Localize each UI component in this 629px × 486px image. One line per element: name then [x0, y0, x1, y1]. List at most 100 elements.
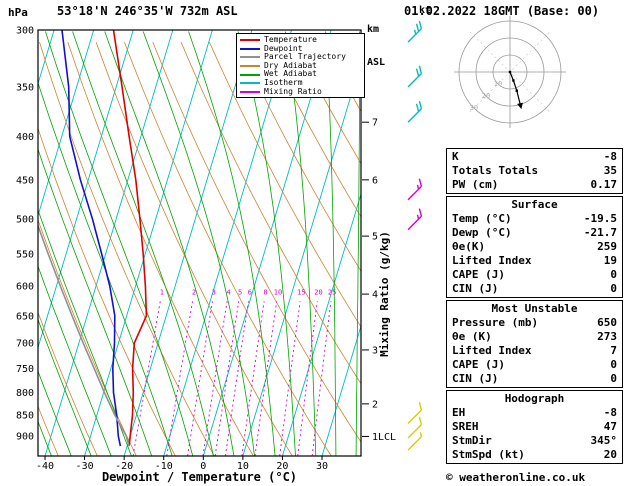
stats-row: EH -8 [452, 406, 617, 420]
stats-row: θe (K) 273 [452, 330, 617, 344]
stats-label: CIN (J) [452, 282, 499, 295]
svg-text:1LCL: 1LCL [372, 432, 396, 443]
svg-text:5: 5 [238, 288, 242, 296]
wind-barb [407, 402, 423, 424]
hodograph-ring-labels: 10 20 30 [470, 80, 503, 112]
svg-text:20: 20 [314, 288, 322, 296]
wind-barb [407, 208, 423, 231]
stats-label: θe(K) [452, 240, 486, 253]
stats-row: CIN (J) 0 [452, 372, 617, 386]
stats-label: SREH [452, 420, 479, 433]
stats-section-indices: K -8 Totals Totals 35 PW (cm) 0.17 [446, 148, 623, 194]
stats-row: CAPE (J) 0 [452, 358, 617, 372]
stats-row: PW (cm) 0.17 [452, 178, 617, 192]
stats-label: θe (K) [452, 330, 492, 343]
hodograph-arrow [517, 102, 523, 110]
legend-line-swatch [240, 56, 260, 59]
svg-text:550: 550 [16, 250, 34, 261]
stats-value: 0 [610, 372, 617, 385]
svg-text:30: 30 [316, 461, 328, 472]
legend-line-swatch [240, 47, 260, 50]
svg-text:10: 10 [237, 461, 249, 472]
temperature-curve [112, 30, 148, 447]
stats-row: Dewp (°C) -21.7 [452, 226, 617, 240]
legend-label: Temperature [264, 35, 317, 44]
stats-value: 259 [597, 240, 617, 253]
wet-adiabat-lines [38, 31, 361, 456]
svg-text:-30: -30 [76, 461, 94, 472]
legend-line-swatch [240, 65, 260, 68]
hodograph-point [508, 70, 512, 74]
stats-row: CIN (J) 0 [452, 282, 617, 296]
svg-text:650: 650 [16, 311, 34, 322]
svg-text:850: 850 [16, 410, 34, 421]
svg-text:800: 800 [16, 388, 34, 399]
wind-barb [407, 20, 423, 43]
stats-label: Totals Totals [452, 164, 539, 177]
legend-label: Isotherm [264, 77, 303, 87]
stats-row: CAPE (J) 0 [452, 268, 617, 282]
svg-text:25: 25 [328, 288, 336, 296]
stats-row: Lifted Index 19 [452, 254, 617, 268]
temp-ticks [44, 456, 323, 460]
stats-label: Lifted Index [452, 254, 532, 267]
x-axis-label: Dewpoint / Temperature (°C) [101, 470, 298, 484]
stats-value: 7 [610, 344, 617, 357]
svg-text:450: 450 [16, 175, 34, 186]
stats-label: Lifted Index [452, 344, 532, 357]
wind-barb [407, 100, 423, 123]
stats-value: 19 [603, 254, 617, 267]
svg-text:350: 350 [16, 83, 34, 94]
stats-section-most-unstable: Most Unstable Pressure (mb) 650 θe (K) 273 Li… [446, 300, 623, 388]
svg-text:300: 300 [16, 26, 34, 37]
stats-section-hodograph: Hodograph EH -8 SREH 47 StmDir 345° StmSpd (kt)… [446, 390, 623, 464]
hodograph-chart: 10 20 30 [454, 16, 566, 128]
svg-text:600: 600 [16, 282, 34, 293]
stats-row: Totals Totals 35 [452, 164, 617, 178]
svg-text:400: 400 [16, 132, 34, 143]
legend-line-swatch [240, 82, 260, 85]
isotherm-lines [38, 30, 361, 456]
mixing-ratio-labels: 1 2 3 4 5 6 8 10 15 20 25 [160, 288, 337, 296]
svg-text:10: 10 [494, 80, 502, 88]
dry-adiabat-lines [38, 41, 361, 456]
svg-text:500: 500 [16, 214, 34, 225]
svg-text:3: 3 [212, 288, 216, 296]
pressure-tick-labels: 300 350 400 450 500 550 600 650 700 750 800 850 900 [16, 26, 34, 443]
stats-value: 0 [610, 282, 617, 295]
wind-barb [407, 432, 423, 451]
stats-value: -19.5 [583, 212, 617, 225]
svg-text:5: 5 [372, 232, 378, 243]
hodograph-point [515, 89, 518, 92]
stats-label: CAPE (J) [452, 268, 505, 281]
svg-text:900: 900 [16, 432, 34, 443]
stats-label: CAPE (J) [452, 358, 505, 371]
svg-text:4: 4 [226, 288, 230, 296]
stats-label: PW (cm) [452, 178, 499, 191]
svg-text:20: 20 [482, 92, 490, 100]
stats-label: StmDir [452, 434, 492, 447]
legend-item: Parcel Trajectory [240, 53, 361, 62]
altitude-unit-asl: ASL [367, 57, 386, 68]
legend-line-swatch [240, 39, 260, 42]
stats-label: Pressure (mb) [452, 316, 539, 329]
stats-value: -8 [603, 150, 617, 163]
svg-text:30: 30 [470, 104, 478, 112]
wind-barb [407, 416, 423, 439]
legend-item: Dry Adiabat [240, 60, 361, 71]
stats-value: 273 [597, 330, 617, 343]
mixing-ratio-axis-label: Mixing Ratio (g/kg) [378, 231, 391, 357]
parcel-trajectory-curve [38, 223, 130, 447]
stats-panel: K -8 Totals Totals 35 PW (cm) 0.17 Surface Temp… [446, 148, 623, 466]
svg-text:2: 2 [372, 399, 378, 410]
hodograph-unit-label: kt [419, 5, 432, 16]
dewpoint-curve [61, 30, 122, 447]
stats-section-surface: Surface Temp (°C) -19.5 Dewp (°C) -21.7 θe(K)… [446, 196, 623, 298]
legend-label: Dry Adiabat [264, 60, 317, 70]
stats-section-title: Most Unstable [491, 302, 578, 315]
copyright: © weatheronline.co.uk [446, 471, 586, 484]
stats-row: SREH 47 [452, 420, 617, 434]
stats-value: 20 [603, 448, 617, 461]
stats-value: 0 [610, 358, 617, 371]
